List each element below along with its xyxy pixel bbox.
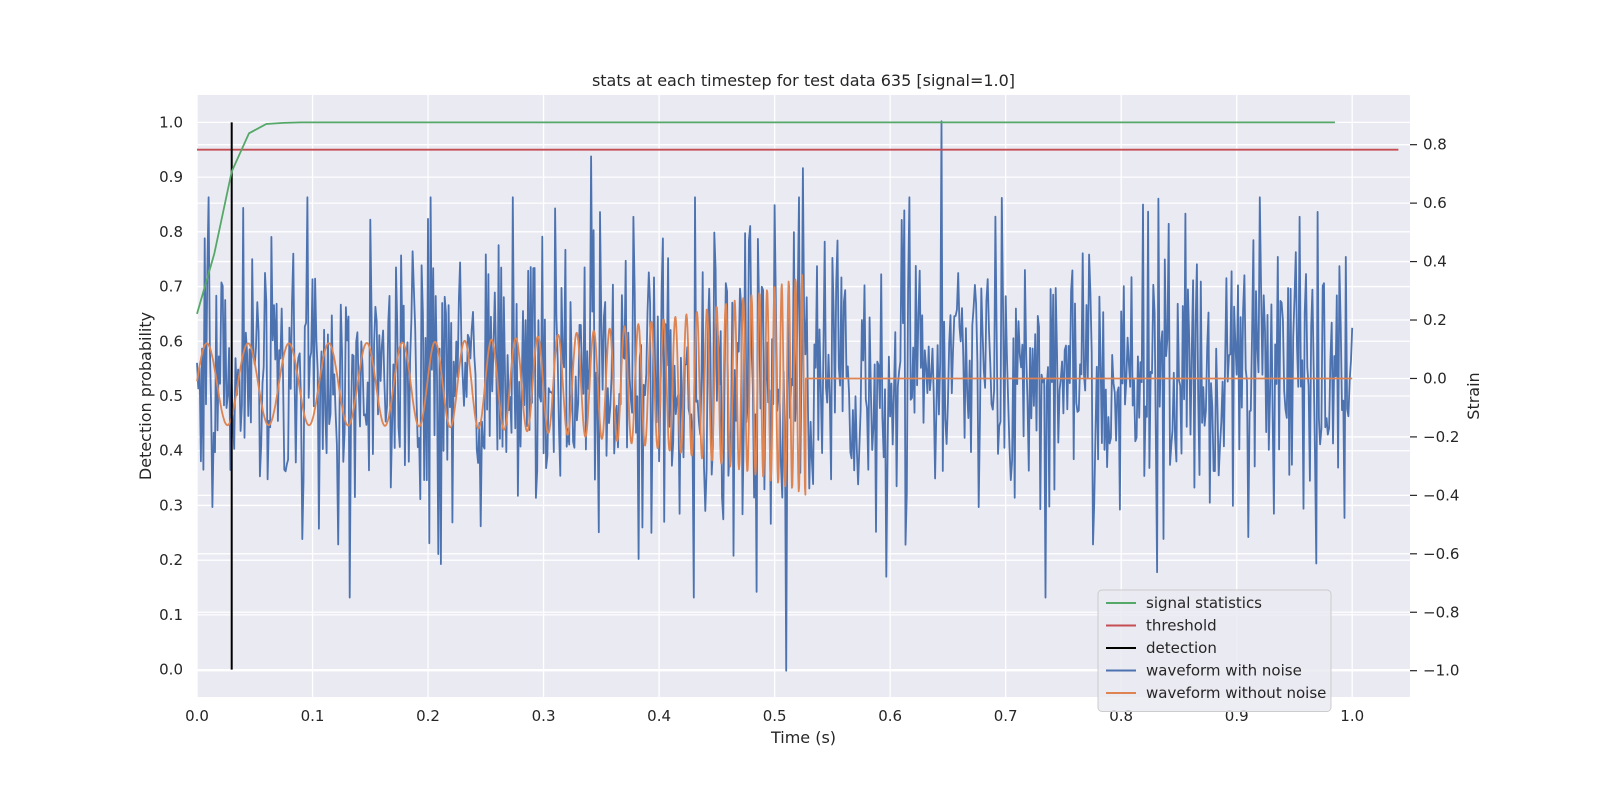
y-left-tick-label: 0.1: [159, 606, 183, 624]
legend-label: detection: [1146, 639, 1217, 657]
legend-box: [1097, 589, 1332, 712]
y-left-tick-label: 0.8: [159, 223, 183, 241]
y-right-tick-label: 0.8: [1423, 136, 1447, 154]
y-left-tick-label: 0.4: [159, 442, 183, 460]
x-tick-label: 0.2: [416, 707, 440, 725]
x-tick-label: 0.0: [185, 707, 209, 725]
y-left-tick-label: 0.6: [159, 332, 183, 350]
x-axis-label: Time (s): [770, 728, 836, 747]
legend-label: waveform with noise: [1146, 662, 1302, 680]
y-left-tick-label: 0.0: [159, 661, 183, 679]
y-right-tick-label: −0.4: [1423, 486, 1459, 504]
y-right-tick-label: 0.4: [1423, 253, 1447, 271]
legend: signal statistics threshold detection wavef…: [1097, 589, 1332, 712]
x-tick-label: 0.6: [878, 707, 902, 725]
y-left-ticks: 0.0 0.1 0.2 0.3 0.4 0.5 0.6 0.7 0.8 0.9 1.0: [159, 113, 183, 678]
legend-label: threshold: [1146, 617, 1217, 635]
y-right-ticks: −1.0 −0.8 −0.6 −0.4 −0.2 0.0 0.2 0.4 0.6 0.8: [1410, 136, 1459, 680]
series-waveform-with-noise: [196, 120, 1354, 672]
series-layer: [196, 120, 1399, 672]
chart-title: stats at each timestep for test data 635…: [592, 71, 1015, 90]
legend-label: waveform without noise: [1146, 684, 1326, 702]
y-left-tick-label: 0.5: [159, 387, 183, 405]
series-signal-statistics: [196, 121, 1335, 315]
y-right-tick-label: −0.6: [1423, 545, 1459, 563]
x-tick-label: 0.7: [994, 707, 1018, 725]
x-tick-label: 1.0: [1340, 707, 1364, 725]
legend-label: signal statistics: [1146, 594, 1262, 612]
y-right-tick-label: −1.0: [1423, 662, 1459, 680]
y-left-tick-label: 1.0: [159, 113, 183, 131]
y-right-tick-label: −0.8: [1423, 603, 1459, 621]
x-tick-label: 0.5: [763, 707, 787, 725]
x-tick-label: 0.3: [532, 707, 556, 725]
y-right-tick-label: −0.2: [1423, 428, 1459, 446]
y-right-tick-label: 0.6: [1423, 194, 1447, 212]
x-tick-label: 0.4: [647, 707, 671, 725]
y-left-tick-label: 0.3: [159, 496, 183, 514]
y-axis-left-label: Detection probability: [136, 312, 155, 480]
y-left-tick-label: 0.2: [159, 551, 183, 569]
y-right-tick-label: 0.2: [1423, 311, 1447, 329]
series-waveform-without-noise: [196, 274, 1353, 496]
x-tick-label: 0.1: [301, 707, 325, 725]
y-left-tick-label: 0.7: [159, 278, 183, 296]
y-axis-right-label: Strain: [1464, 372, 1483, 419]
y-right-tick-label: 0.0: [1423, 369, 1447, 387]
y-left-tick-label: 0.9: [159, 168, 183, 186]
